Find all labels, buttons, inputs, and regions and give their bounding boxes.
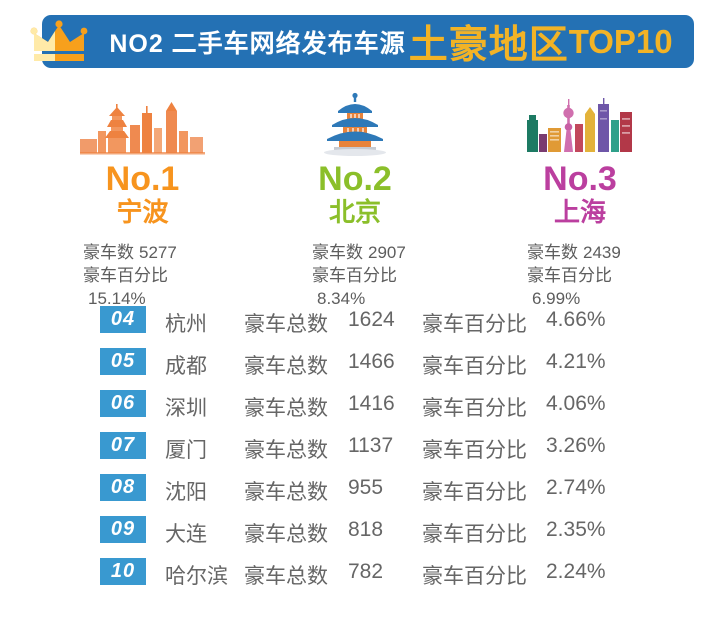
total-label: 豪车总数	[244, 439, 328, 462]
title-suffix: TOP10	[568, 22, 673, 60]
percent-label: 豪车百分比	[422, 565, 527, 588]
total-value: 1466	[348, 350, 395, 373]
rank-label: No.1	[105, 160, 180, 198]
table-row: 06 深圳 豪车总数 1416 豪车百分比 4.06%	[100, 387, 660, 429]
title-prefix: NO2 二手车网络发布车源	[109, 29, 406, 58]
rank-label: No.2	[318, 160, 392, 198]
total-value: 1137	[348, 434, 394, 457]
percent-value: 4.21%	[546, 350, 606, 373]
luxury-count: 豪车数 2439	[527, 243, 621, 262]
table-row: 10 哈尔滨 豪车总数 782 豪车百分比 2.24%	[100, 555, 660, 597]
percent-label: 豪车百分比	[422, 397, 527, 420]
total-value: 955	[348, 476, 384, 499]
total-label: 豪车总数	[244, 397, 328, 420]
total-value: 818	[348, 518, 384, 541]
rank-badge: 05	[100, 348, 146, 375]
total-value: 1416	[348, 392, 395, 415]
table-row: 09 大连 豪车总数 818 豪车百分比 2.35%	[100, 513, 660, 555]
percent-value: 2.24%	[546, 560, 606, 583]
percent-label: 豪车百分比	[422, 355, 527, 378]
total-label: 豪车总数	[244, 565, 328, 588]
city-name: 宁波	[116, 197, 169, 227]
city-name: 上海	[553, 197, 606, 227]
ranking-list: 04 杭州 豪车总数 1624 豪车百分比 4.66% 05 成都 豪车总数 1…	[100, 303, 660, 597]
luxury-percent: 豪车百分比6.99%	[527, 266, 612, 308]
total-value: 1624	[348, 308, 395, 331]
beijing-temple-icon	[324, 92, 386, 156]
city-name: 成都	[165, 355, 207, 378]
ningbo-skyline-icon	[80, 102, 205, 155]
luxury-count: 豪车数 5277	[83, 243, 177, 262]
rank-badge: 06	[100, 390, 146, 417]
city-name: 沈阳	[165, 481, 207, 504]
city-name: 哈尔滨	[165, 565, 228, 588]
luxury-percent: 豪车百分比15.14%	[83, 266, 168, 308]
crown-icon	[30, 20, 88, 61]
shanghai-skyline-icon	[527, 98, 632, 152]
total-label: 豪车总数	[244, 523, 328, 546]
percent-label: 豪车百分比	[422, 439, 527, 462]
city-stats: 豪车数 2439 豪车百分比6.99%	[505, 241, 655, 310]
total-label: 豪车总数	[244, 313, 328, 336]
table-row: 08 沈阳 豪车总数 955 豪车百分比 2.74%	[100, 471, 660, 513]
luxury-percent: 豪车百分比8.34%	[312, 266, 397, 308]
luxury-count: 豪车数 2907	[312, 243, 406, 262]
rank-badge: 08	[100, 474, 146, 501]
table-row: 07 厦门 豪车总数 1137 豪车百分比 3.26%	[100, 429, 660, 471]
percent-value: 4.06%	[546, 392, 606, 415]
rank-badge: 07	[100, 432, 146, 459]
percent-value: 2.74%	[546, 476, 606, 499]
top3-column-shanghai: No.3 上海 豪车数 2439 豪车百分比6.99%	[505, 92, 655, 310]
percent-label: 豪车百分比	[422, 481, 527, 504]
percent-label: 豪车百分比	[422, 523, 527, 546]
rank-badge: 04	[100, 306, 146, 333]
percent-label: 豪车百分比	[422, 313, 527, 336]
title-banner: NO2 二手车网络发布车源 土豪地区 TOP10	[42, 15, 694, 68]
top3-column-ningbo: No.1 宁波 豪车数 5277 豪车百分比15.14%	[55, 92, 230, 310]
percent-value: 4.66%	[546, 308, 606, 331]
total-value: 782	[348, 560, 384, 583]
city-name: 杭州	[165, 313, 207, 336]
table-row: 04 杭州 豪车总数 1624 豪车百分比 4.66%	[100, 303, 660, 345]
title-highlight: 土豪地区	[408, 23, 569, 67]
total-label: 豪车总数	[244, 481, 328, 504]
table-row: 05 成都 豪车总数 1466 豪车百分比 4.21%	[100, 345, 660, 387]
city-name: 北京	[328, 197, 381, 227]
city-name: 大连	[165, 523, 207, 546]
percent-value: 3.26%	[546, 434, 606, 457]
percent-value: 2.35%	[546, 518, 606, 541]
city-name: 深圳	[165, 397, 207, 420]
rank-badge: 10	[100, 558, 146, 585]
total-label: 豪车总数	[244, 355, 328, 378]
top3-column-beijing: No.2 北京 豪车数 2907 豪车百分比8.34%	[290, 92, 420, 310]
city-name: 厦门	[165, 439, 207, 462]
city-stats: 豪车数 5277 豪车百分比15.14%	[55, 241, 230, 310]
city-stats: 豪车数 2907 豪车百分比8.34%	[290, 241, 420, 310]
rank-badge: 09	[100, 516, 146, 543]
rank-label: No.3	[543, 160, 617, 198]
